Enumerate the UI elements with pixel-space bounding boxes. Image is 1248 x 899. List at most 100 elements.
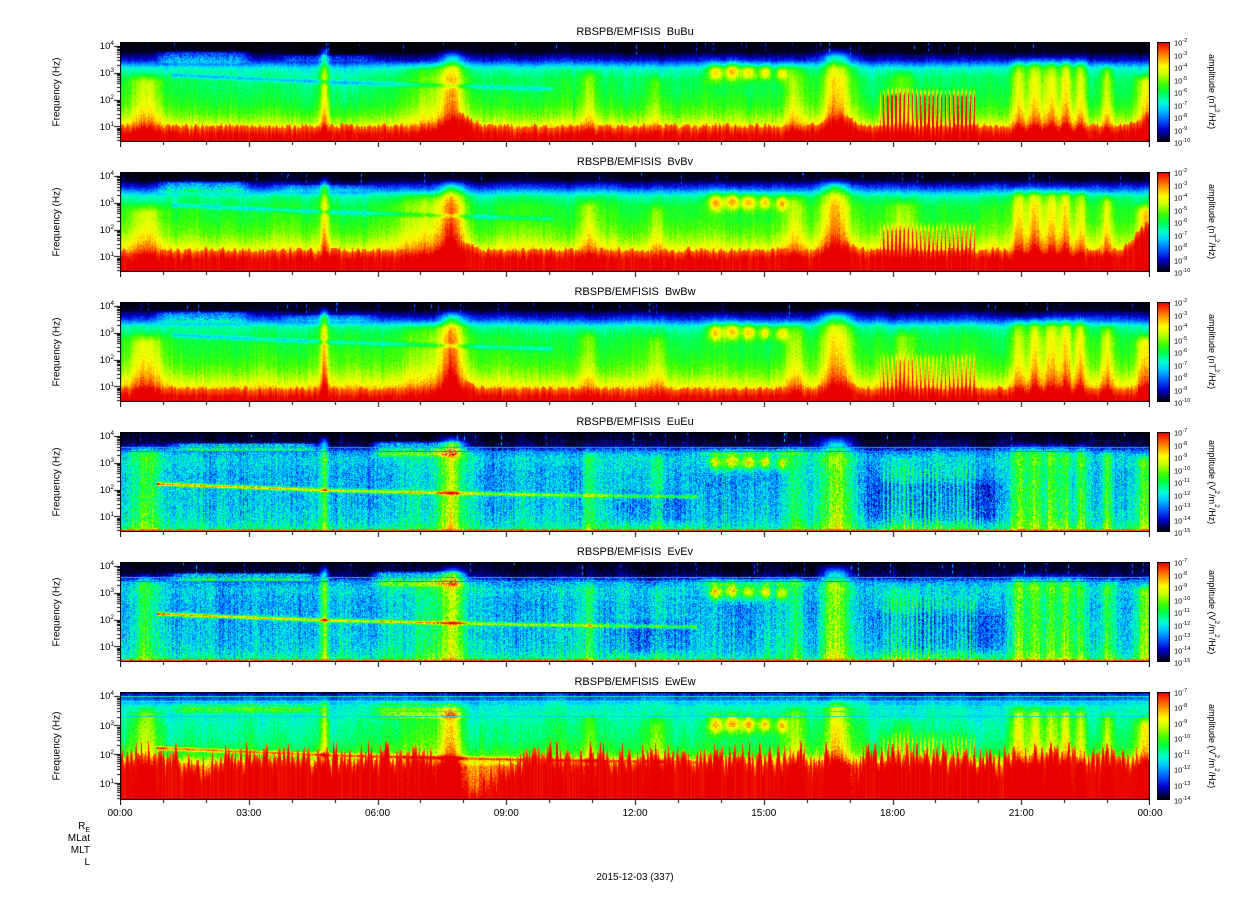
colorbar-tick-label: 10-7 [1174,428,1188,438]
colorbar-bwbw [1157,302,1170,402]
colorbar-tick-label: 10-10 [1174,595,1191,606]
spectrogram-canvas-bwbw [120,302,1150,402]
freq-axis-ticks [112,432,120,532]
colorbar-tick-label: 10-10 [1174,465,1191,476]
colorbar-tick-label: 10-2 [1174,168,1188,178]
colorbar-tick-label: 10-10 [1174,268,1191,278]
colorbar-tick-label: 10-8 [1174,570,1188,581]
colorbar-tick-label: 10-4 [1174,63,1188,73]
colorbar-tick-label: 10-15 [1174,528,1191,538]
freq-axis-ticks [112,692,120,800]
colorbar-tick-label: 10-12 [1174,490,1191,501]
freq-axis-ticks [112,172,120,272]
freq-tick-label: 101 [99,641,114,654]
freq-tick-label: 102 [99,614,114,627]
colorbar-tick-label: 10-11 [1174,478,1190,488]
panel-title-bwbw: RBSPB/EMFISIS BwBw [574,286,696,298]
freq-tick-label: 103 [99,327,114,340]
freq-tick-label: 103 [99,197,114,210]
colorbar-tick-label: 10-2 [1174,38,1188,48]
ephemeris-label-l: L [84,857,90,868]
colorbar-tick-label: 10-8 [1174,373,1188,383]
colorbar-tick-label: 10-9 [1174,718,1188,729]
colorbar-tick-label: 10-8 [1174,703,1188,713]
colorbar-tick-label: 10-3 [1174,310,1188,321]
colorbar-bvbv [1157,172,1170,272]
freq-tick-label: 102 [99,484,114,497]
time-axis-ticks [120,272,1150,277]
time-axis-ticks [120,532,1150,537]
time-tick-label: 00:00 [107,808,133,819]
panel-title-bubu: RBSPB/EMFISIS BuBu [576,26,694,38]
date-label: 2015-12-03 (337) [596,872,674,883]
time-axis-ticks [120,800,1150,805]
colorbar-tick-label: 10-8 [1174,440,1188,451]
freq-tick-label: 101 [99,251,114,264]
panel-title-bvbv: RBSPB/EMFISIS BvBv [576,156,694,168]
colorbar-tick-label: 10-7 [1174,360,1188,371]
colorbar-tick-label: 10-14 [1174,645,1191,656]
colorbar-tick-label: 10-14 [1174,796,1191,806]
colorbar-ewew [1157,692,1170,800]
time-tick-label: 06:00 [364,808,391,819]
spectrogram-canvas-eueu [120,432,1150,532]
freq-tick-label: 102 [99,224,114,237]
freq-tick-label: 103 [99,457,114,470]
colorbar-axis-label: amplitude (nT2/Hz) [1207,54,1220,130]
colorbar-tick-label: 10-4 [1174,323,1188,333]
colorbar-tick-label: 10-8 [1174,113,1188,123]
freq-tick-label: 101 [99,511,114,524]
colorbar-tick-label: 10-6 [1174,88,1188,98]
freq-tick-label: 104 [99,170,114,183]
freq-axis-ticks [112,302,120,402]
colorbar-tick-label: 10-7 [1174,688,1188,698]
panel-title-eueu: RBSPB/EMFISIS EuEu [576,416,694,428]
time-axis-ticks [120,402,1150,407]
spectrogram-canvas-bvbv [120,172,1150,272]
colorbar-tick-label: 10-15 [1174,658,1191,668]
colorbar-tick-label: 10-10 [1174,734,1191,744]
colorbar-axis-label: amplitude (nT2/Hz) [1207,314,1220,390]
colorbar-tick-label: 10-3 [1174,50,1188,61]
spectrogram-canvas-bubu [120,42,1150,142]
ephemeris-label-mlt: MLT [70,845,90,856]
frequency-axis-label: Frequency (Hz) [51,57,63,127]
freq-tick-label: 102 [99,354,114,367]
spectrogram-canvas-evev [120,562,1150,662]
colorbar-tick-label: 10-3 [1174,180,1188,191]
colorbar-tick-label: 10-7 [1174,230,1188,241]
freq-tick-label: 101 [99,121,114,134]
colorbar-tick-label: 10-13 [1174,780,1191,791]
freq-tick-label: 102 [99,749,114,761]
colorbar-tick-label: 10-9 [1174,453,1188,463]
time-tick-label: 15:00 [751,808,777,819]
colorbar-tick-label: 10-2 [1174,298,1188,308]
colorbar-axis-label: amplitude (nT2/Hz) [1207,184,1220,260]
freq-tick-label: 104 [99,560,114,573]
colorbar-tick-label: 10-6 [1174,348,1188,358]
colorbar-tick-label: 10-4 [1174,193,1188,203]
spectrogram-canvas-ewew [120,692,1150,800]
frequency-axis-label: Frequency (Hz) [51,577,63,647]
colorbar-tick-label: 10-10 [1174,138,1191,148]
colorbar-tick-label: 10-12 [1174,620,1191,631]
colorbar-tick-label: 10-7 [1174,558,1188,568]
colorbar-tick-label: 10-9 [1174,583,1188,593]
colorbar-evev [1157,562,1170,662]
colorbar-tick-label: 10-12 [1174,765,1191,775]
colorbar-axis-label: amplitude (V2/m2/Hz) [1207,439,1220,525]
colorbar-tick-label: 10-8 [1174,243,1188,253]
freq-axis-ticks [112,42,120,142]
colorbar-tick-label: 10-5 [1174,335,1188,346]
ephemeris-re-main: R [78,821,86,832]
colorbar-tick-label: 10-14 [1174,515,1191,526]
colorbar-tick-label: 10-5 [1174,75,1188,86]
colorbar-tick-label: 10-5 [1174,205,1188,216]
ephemeris-re-sub: E [85,827,90,834]
colorbar-axis-label: amplitude (V2/m2/Hz) [1207,703,1220,789]
colorbar-tick-label: 10-11 [1174,749,1190,760]
time-tick-label: 18:00 [879,808,906,819]
colorbar-tick-label: 10-10 [1174,398,1191,408]
colorbar-axis-label: amplitude (V2/m2/Hz) [1207,569,1220,655]
